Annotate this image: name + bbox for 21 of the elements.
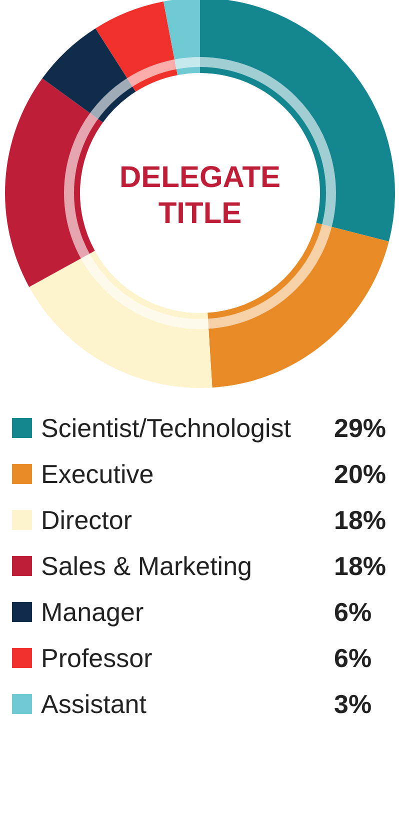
legend-label: Manager	[41, 596, 145, 628]
legend-label: Assistant	[41, 688, 148, 720]
data-label: 6%	[334, 596, 373, 628]
data-label: 6%	[334, 642, 373, 674]
legend-label: Professor	[41, 642, 154, 674]
legend-label: Director	[41, 504, 134, 536]
data-label: 20%	[334, 458, 388, 490]
donut-slice	[208, 222, 389, 388]
data-label: 18%	[334, 550, 388, 582]
donut-slice	[29, 250, 212, 388]
legend-label: Sales & Marketing	[41, 550, 253, 582]
text: DELEGATE TITLE	[118, 160, 282, 232]
donut-slice	[163, 0, 200, 76]
data-label: 18%	[334, 504, 388, 536]
data-label: 3%	[334, 688, 373, 720]
legend-label: Executive	[41, 458, 155, 490]
data-label: 29%	[334, 412, 388, 444]
donut-slice	[5, 78, 103, 287]
donut-slice	[96, 1, 178, 92]
donut-slice	[42, 28, 136, 122]
legend-label: Scientist/Technologist	[41, 412, 292, 444]
